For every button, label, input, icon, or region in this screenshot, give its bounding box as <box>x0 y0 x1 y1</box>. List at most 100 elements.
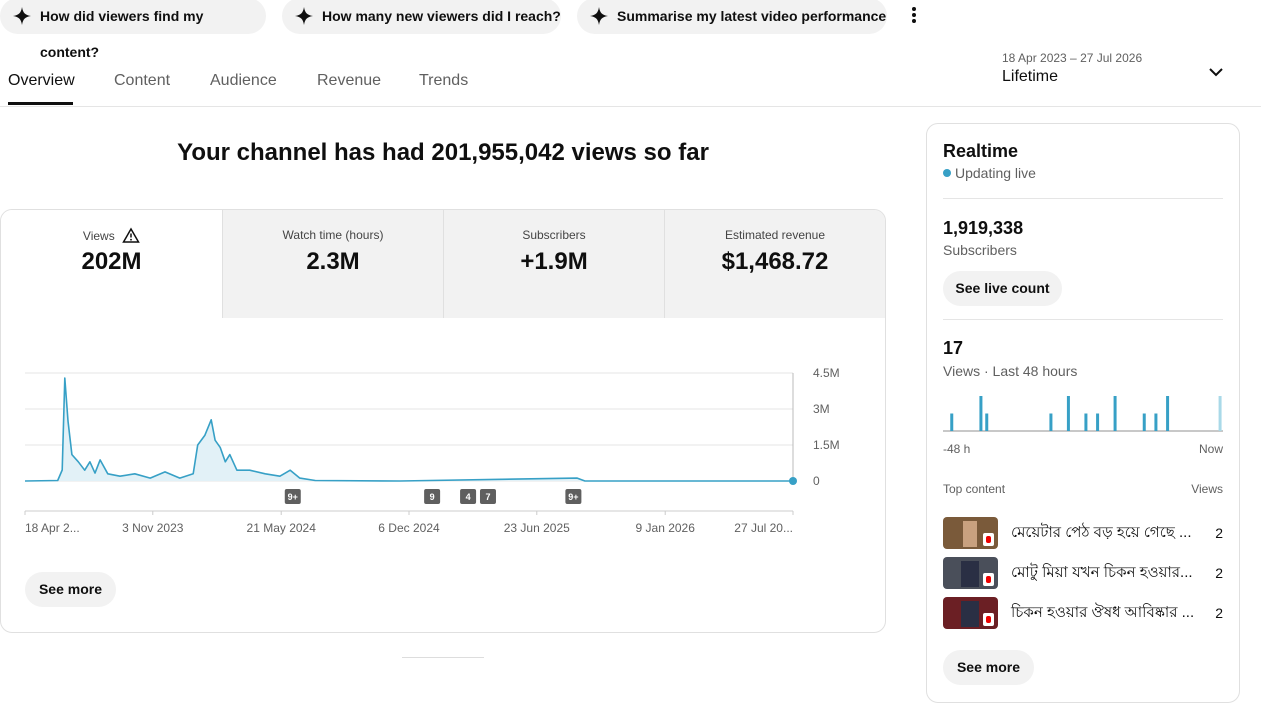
suggestion-chip[interactable]: How many new viewers did I reach? <box>282 0 561 34</box>
scroll-indicator <box>402 657 484 658</box>
metric-label: Watch time (hours) <box>282 228 384 242</box>
x-tick-label: 3 Nov 2023 <box>122 521 184 535</box>
views-chart: 0 1.5M 3M 4.5M 18 Apr 2... 3 Nov 2023 21 May 2… <box>24 366 840 535</box>
annotation-label: 9+ <box>568 492 578 502</box>
views-header: Views <box>1191 482 1223 496</box>
annotation-label: 9 <box>430 492 435 502</box>
area <box>25 378 793 481</box>
x-tick-label: 18 Apr 2... <box>25 521 80 535</box>
metric-tab[interactable]: Subscribers +1.9M <box>443 210 664 318</box>
x-tick-label: 9 Jan 2026 <box>636 521 696 535</box>
content-title[interactable]: মোটু মিয়া যখন চিকন হওয়ার... <box>1011 564 1193 581</box>
content-title[interactable]: চিকন হওয়ার ঔষধ আবিষ্কার ... <box>1011 604 1195 621</box>
shorts-badge <box>983 573 994 586</box>
realtime-status: Updating live <box>955 165 1036 181</box>
more-menu[interactable] <box>906 4 922 28</box>
thumbnail[interactable] <box>943 557 998 589</box>
realtime-chart: -48 h Now <box>943 396 1223 456</box>
bar <box>950 413 954 431</box>
bar <box>1084 413 1088 431</box>
see-live-count-button[interactable]: See live count <box>943 271 1062 306</box>
chip-text: How many new viewers did I reach? <box>322 8 561 24</box>
x-label: Now <box>1199 442 1223 456</box>
bar <box>1154 413 1158 431</box>
tab[interactable]: Trends <box>419 72 469 89</box>
annotation: 9+ <box>284 489 301 504</box>
point <box>789 477 797 485</box>
see-more-button[interactable]: See more <box>25 572 116 607</box>
chip-text: Summarise my latest video performance <box>617 8 887 24</box>
thumbnail-figure <box>963 521 977 547</box>
annotation: 4 <box>460 489 477 504</box>
bar <box>979 396 983 431</box>
thumbnail-figure <box>961 561 979 587</box>
annotation-label: 4 <box>466 492 471 502</box>
dropdown-chevron[interactable] <box>1206 62 1226 82</box>
suggestion-chip[interactable]: How did viewers find my content? <box>0 0 266 60</box>
y-tick-label: 0 <box>813 474 820 488</box>
metric-tab[interactable]: Views 202M <box>1 210 222 318</box>
annotation-box[interactable] <box>424 489 441 504</box>
tab[interactable]: Content <box>114 72 171 89</box>
date-range: 18 Apr 2023 – 27 Jul 2026 <box>1002 51 1143 65</box>
metric-label: Views <box>1 227 222 244</box>
bar <box>985 413 989 431</box>
y-tick-label: 1.5M <box>813 438 840 452</box>
annotation: 9 <box>424 489 441 504</box>
metric-tab[interactable]: Watch time (hours) 2.3M <box>222 210 443 318</box>
tab[interactable]: Revenue <box>317 72 382 89</box>
content-title[interactable]: মেয়েটার পেঠ বড় হয়ে গেছে ... <box>1011 524 1192 541</box>
realtime-card <box>926 123 1240 703</box>
metric-value: +1.9M <box>520 248 588 275</box>
y-tick-label: 4.5M <box>813 366 840 380</box>
headline: Your channel has had 201,955,042 views s… <box>177 139 709 166</box>
tab-indicator <box>8 102 73 105</box>
x-tick-label: 23 Jun 2025 <box>504 521 570 535</box>
content-views: 2 <box>1215 565 1223 581</box>
tab-active[interactable]: Overview <box>8 72 75 89</box>
divider <box>943 198 1223 199</box>
metric-tab[interactable]: Estimated revenue $1,468.72 <box>664 210 885 318</box>
metric-label: Estimated revenue <box>724 228 826 242</box>
see-more-button[interactable]: See more <box>943 650 1034 685</box>
sparkle-icon <box>295 7 313 25</box>
sparkle-icon <box>13 7 31 25</box>
x-tick-label: 27 Jul 20... <box>734 521 793 535</box>
y-tick-label: 3M <box>813 402 830 416</box>
overview-card <box>0 209 886 633</box>
content-views: 2 <box>1215 525 1223 541</box>
thumbnail[interactable] <box>943 517 998 549</box>
metric-label: Subscribers <box>522 228 586 242</box>
x-label: -48 h <box>943 442 970 456</box>
metric-value: 2.3M <box>306 248 360 275</box>
bar <box>1066 396 1070 431</box>
shorts-badge <box>983 533 994 546</box>
bar <box>1166 396 1170 431</box>
content-views: 2 <box>1215 605 1223 621</box>
annotation-box[interactable] <box>479 489 496 504</box>
bar <box>1142 413 1146 431</box>
suggestion-chip[interactable]: Summarise my latest video performance <box>577 0 887 34</box>
bar <box>1113 396 1117 431</box>
realtime-views-label: Views · Last 48 hours <box>943 363 1078 379</box>
thumbnail[interactable] <box>943 597 998 629</box>
top-content-header: Top content <box>943 482 1006 496</box>
metric-label-text: Views <box>82 229 115 243</box>
x-tick-label: 6 Dec 2024 <box>378 521 440 535</box>
bar <box>1096 413 1100 431</box>
tabs-divider <box>0 106 1261 107</box>
shorts-badge <box>983 613 994 626</box>
line <box>24 377 793 482</box>
divider <box>943 319 1223 320</box>
thumbnail-figure <box>961 601 979 627</box>
live-dot <box>943 169 951 177</box>
bar <box>1218 396 1222 431</box>
annotation-box[interactable] <box>565 489 582 504</box>
x-tick-label: 21 May 2024 <box>247 521 317 535</box>
annotation-box[interactable] <box>284 489 301 504</box>
annotation-label: 9+ <box>288 492 298 502</box>
tab[interactable]: Audience <box>210 72 277 89</box>
annotation-box[interactable] <box>460 489 477 504</box>
date-period[interactable]: Lifetime <box>1002 68 1059 85</box>
